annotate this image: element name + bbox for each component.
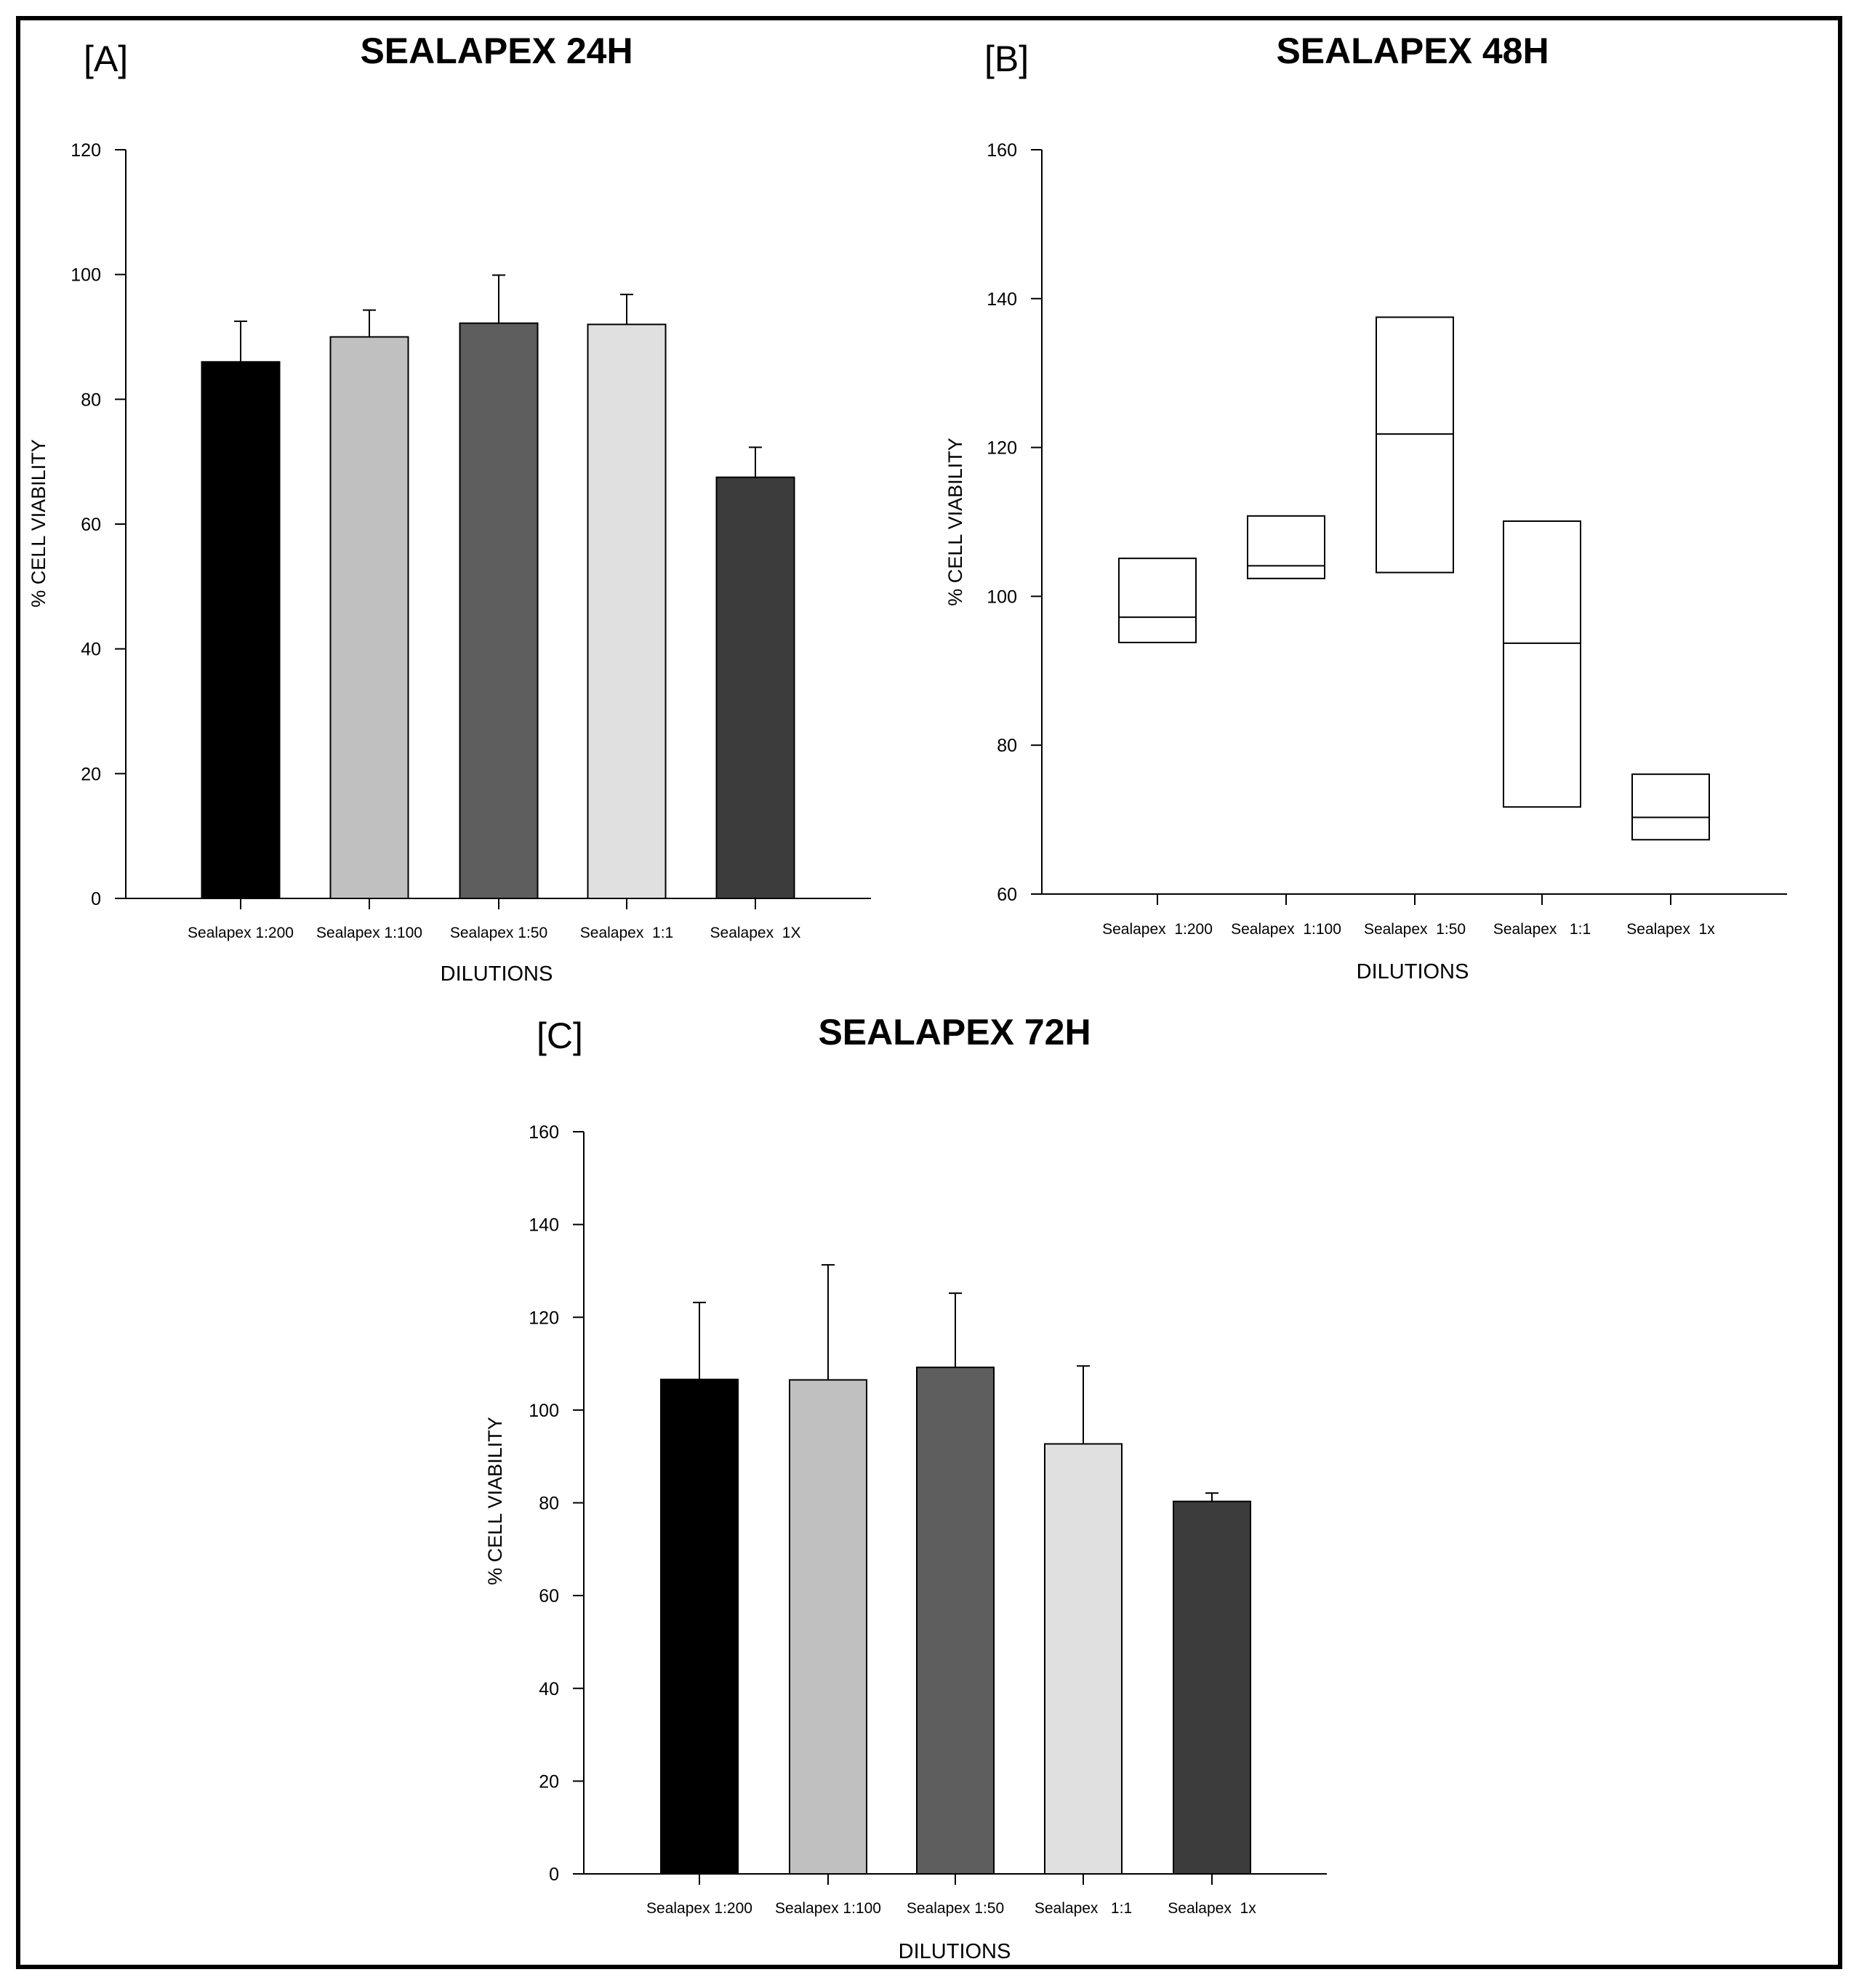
- panel-b-y-axis-title: % CELL VIABILITY: [944, 438, 966, 606]
- y-tick-label: 60: [997, 885, 1017, 905]
- x-category-label: Sealapex 1X: [710, 925, 801, 941]
- bar: [660, 1378, 739, 1875]
- x-category-label: Sealapex 1:50: [450, 925, 547, 941]
- y-tick-label: 40: [539, 1679, 559, 1699]
- y-tick-label: 100: [529, 1401, 559, 1421]
- panel-a-label: [A]: [84, 39, 128, 79]
- x-category-label: Sealapex 1:200: [1102, 921, 1213, 938]
- y-tick-label: 60: [539, 1586, 559, 1606]
- panel-c-x-axis-title: DILUTIONS: [899, 1940, 1011, 1963]
- y-tick-label: 100: [987, 587, 1017, 607]
- panel-a-x-axis-title: DILUTIONS: [441, 962, 553, 986]
- panel-c-title: SEALAPEX 72H: [818, 1012, 1091, 1053]
- panel-b-label: [B]: [984, 39, 1029, 79]
- y-tick-label: 120: [987, 438, 1017, 459]
- bar: [789, 1379, 867, 1875]
- x-category-label: Sealapex 1:1: [1493, 921, 1591, 938]
- y-tick-label: 140: [529, 1215, 559, 1236]
- bar: [459, 322, 539, 900]
- box: [1631, 773, 1710, 841]
- y-tick-label: 100: [71, 265, 101, 286]
- x-category-label: Sealapex 1:200: [646, 1900, 752, 1917]
- y-tick-label: 40: [81, 640, 101, 660]
- panel-a-title: SEALAPEX 24H: [360, 31, 633, 71]
- bar: [1044, 1443, 1123, 1875]
- x-category-label: Sealapex 1:100: [316, 925, 422, 941]
- panel-c-y-axis-title: % CELL VIABILITY: [484, 1417, 506, 1585]
- box: [1376, 316, 1454, 574]
- panel-b-title: SEALAPEX 48H: [1276, 31, 1549, 71]
- y-tick-label: 0: [91, 889, 101, 909]
- x-category-label: Sealapex 1x: [1168, 1900, 1256, 1917]
- y-tick-label: 160: [987, 140, 1017, 161]
- x-category-label: Sealapex 1x: [1626, 921, 1715, 938]
- panel-c-plot: 0 20 40 60 80 100 120 140 160 Sealapex 1:200 Seala…: [529, 1122, 1327, 1917]
- bar: [587, 323, 667, 900]
- panel-b-x-axis-title: DILUTIONS: [1357, 960, 1469, 983]
- x-category-label: Sealapex 1:1: [580, 925, 673, 941]
- box: [1247, 515, 1325, 579]
- bar: [916, 1367, 995, 1875]
- chart-panel-c: [C] SEALAPEX 72H % CELL VIABILITY DILUTI…: [484, 1012, 1327, 1963]
- x-category-label: Sealapex 1:50: [1364, 921, 1466, 938]
- panel-c-label: [C]: [537, 1015, 583, 1056]
- box: [1503, 520, 1581, 808]
- y-tick-label: 80: [539, 1494, 559, 1514]
- x-category-label: Sealapex 1:1: [1035, 1900, 1132, 1917]
- panel-a-y-axis-title: % CELL VIABILITY: [28, 439, 49, 608]
- panel-a-plot: 0 20 40 60 80 100 120 Sealapex 1:200 Sealapex 1:…: [71, 140, 871, 941]
- x-category-label: Sealapex 1:100: [775, 1900, 881, 1917]
- y-tick-label: 120: [71, 140, 101, 161]
- y-tick-label: 20: [81, 764, 101, 784]
- y-tick-label: 20: [539, 1771, 559, 1792]
- y-tick-label: 80: [81, 390, 101, 410]
- y-tick-label: 80: [997, 736, 1017, 756]
- y-tick-label: 0: [549, 1864, 559, 1885]
- bar: [201, 361, 281, 900]
- bar: [1173, 1500, 1251, 1875]
- y-tick-label: 160: [529, 1122, 559, 1143]
- bar: [715, 476, 795, 899]
- chart-panel-a: [A] SEALAPEX 24H % CELL VIABILITY DILUTI…: [28, 31, 871, 986]
- chart-panel-b: [B] SEALAPEX 48H % CELL VIABILITY DILUTI…: [944, 31, 1787, 983]
- bar: [329, 336, 409, 899]
- x-category-label: Sealapex 1:50: [907, 1900, 1004, 1917]
- y-tick-label: 140: [987, 289, 1017, 310]
- y-tick-label: 60: [81, 515, 101, 535]
- y-tick-label: 120: [529, 1308, 559, 1328]
- x-category-label: Sealapex 1:100: [1231, 921, 1341, 938]
- x-category-label: Sealapex 1:200: [188, 925, 294, 941]
- panel-b-plot: 60 80 100 120 140 160 Sealapex 1:200 Sealapex 1…: [987, 140, 1787, 938]
- box: [1118, 558, 1197, 643]
